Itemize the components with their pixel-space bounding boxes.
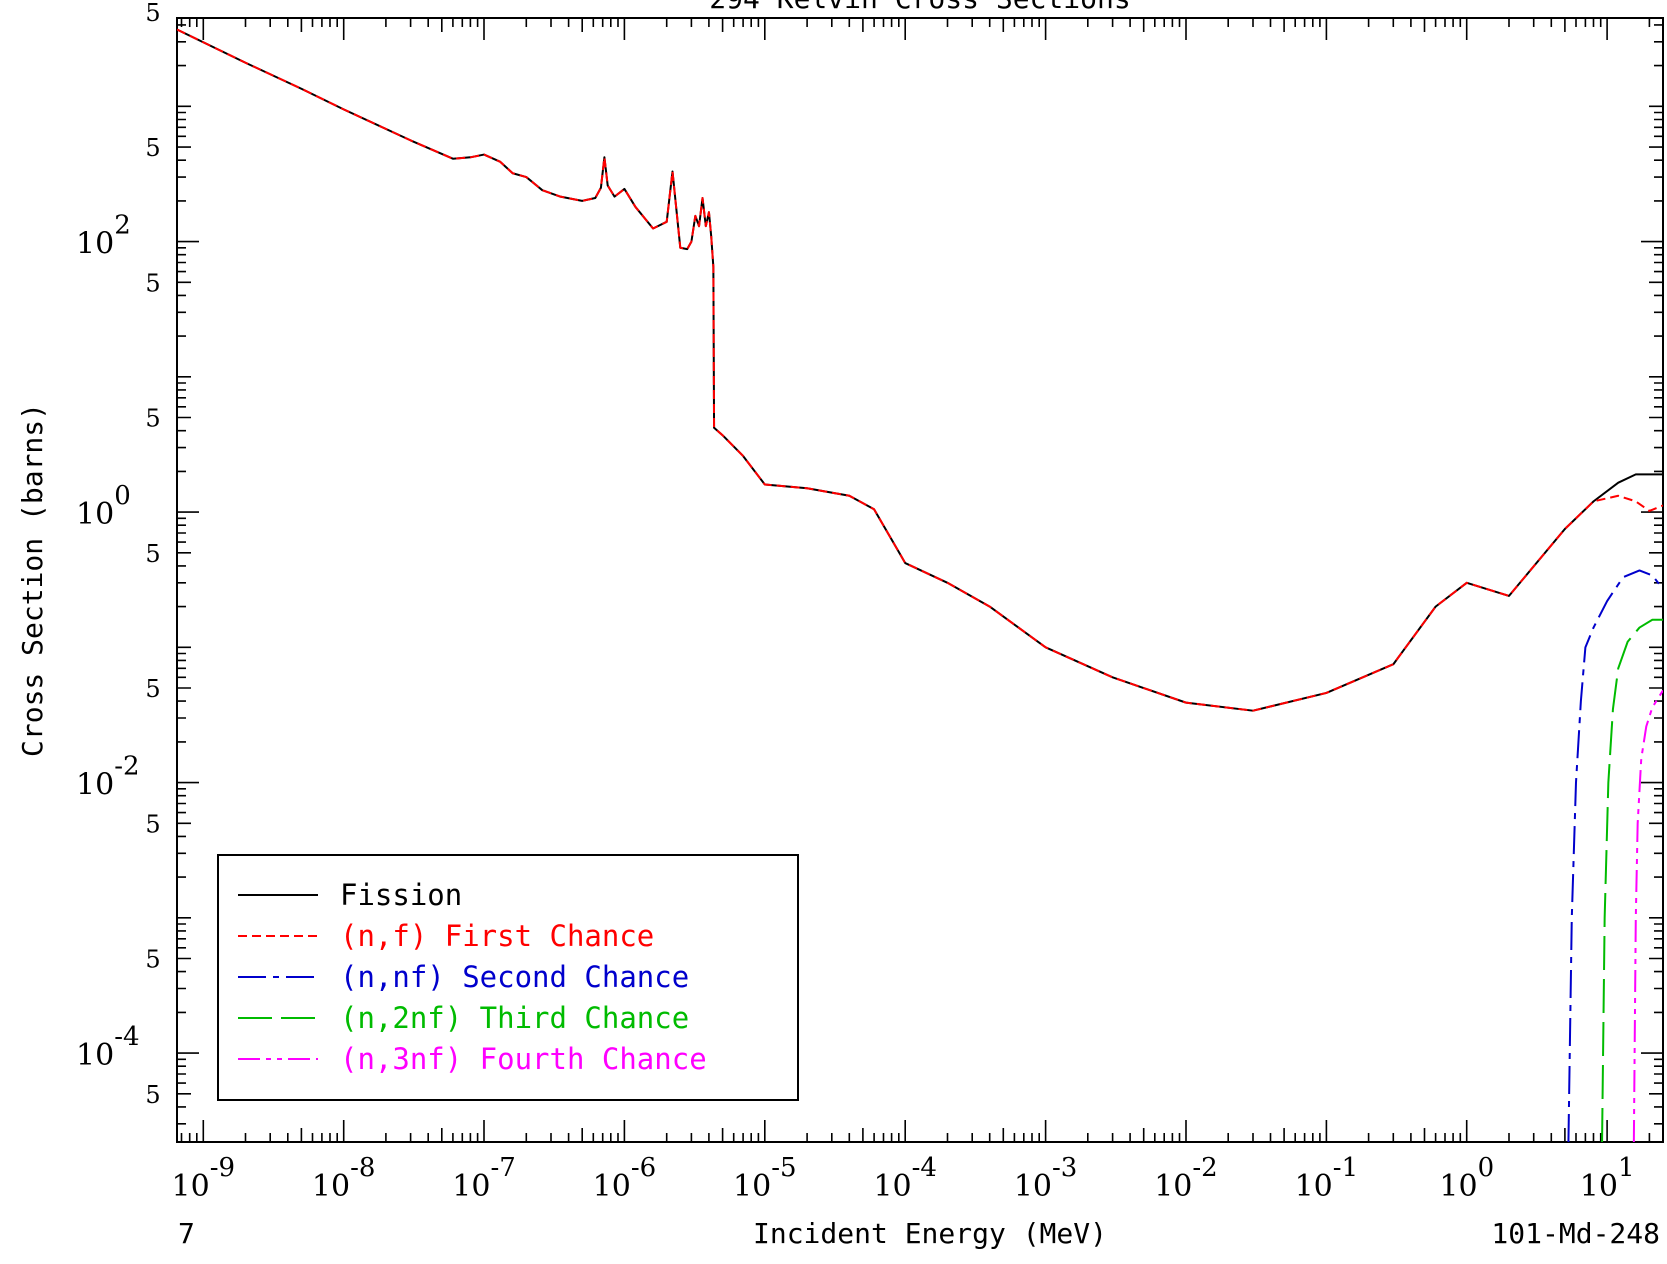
corner-label-left: 7	[178, 1217, 195, 1250]
series-line-0	[177, 28, 1663, 712]
material-label: 101-Md-248	[1491, 1217, 1660, 1250]
x-tick-label: 10-8	[312, 1153, 376, 1204]
legend: Fission (n,f) First Chance (n,nf) Second C…	[217, 854, 799, 1101]
y-minor-label: 5	[145, 134, 160, 162]
y-axis-label: Cross Section (barns)	[16, 403, 49, 757]
y-tick-label: 10-4	[76, 1022, 140, 1073]
legend-label: (n,3nf) Fourth Chance	[340, 1042, 707, 1076]
x-tick-label: 10-7	[452, 1153, 516, 1204]
x-axis-label: Incident Energy (MeV)	[753, 1217, 1107, 1250]
plot-frame	[176, 17, 1664, 1143]
x-tick-label: 10-3	[1014, 1153, 1078, 1204]
x-tick-label: 101	[1580, 1153, 1635, 1204]
series-line-2	[1567, 569, 1663, 1142]
legend-label: (n,nf) Second Chance	[340, 960, 689, 994]
y-minor-label: 5	[145, 405, 160, 433]
y-minor-label: 5	[145, 946, 160, 974]
tick-marks	[177, 18, 1663, 1142]
x-tick-label: 10-2	[1154, 1153, 1218, 1204]
x-tick-label: 10-5	[733, 1153, 797, 1204]
y-minor-label: 5	[145, 540, 160, 568]
x-tick-labels: 10-9 10-8 10-7 10-6 10-5 10-4 10-3 10-2 10-1 100 1…	[172, 1153, 1635, 1204]
x-tick-label: 100	[1439, 1153, 1494, 1204]
legend-label: Fission	[340, 878, 462, 912]
y-minor-label: 5	[145, 810, 160, 838]
y-tick-label: 102	[76, 211, 131, 262]
y-minor-labels: 5 5 5 5 5 5 5 5 5	[145, 0, 160, 1109]
series-line-3	[1601, 618, 1663, 1142]
y-minor-label: 5	[145, 1081, 160, 1109]
x-tick-label: 10-4	[873, 1153, 937, 1204]
axis-ticks	[177, 18, 1663, 1142]
x-tick-label: 10-1	[1295, 1153, 1359, 1204]
legend-label: (n,f) First Chance	[340, 919, 654, 953]
series-layer	[177, 28, 1663, 1142]
x-tick-label: 10-6	[593, 1153, 657, 1204]
chart-title: 294 Kelvin Cross Sections	[709, 0, 1130, 15]
legend-label: (n,2nf) Third Chance	[340, 1001, 689, 1035]
y-minor-label: 5	[145, 0, 160, 27]
series-line-1	[177, 28, 1663, 712]
y-tick-label: 10-2	[76, 752, 140, 803]
y-minor-label: 5	[145, 675, 160, 703]
y-minor-label: 5	[145, 269, 160, 297]
y-tick-label: 100	[76, 481, 131, 532]
y-tick-labels: 102 100 10-2 10-4	[76, 211, 140, 1073]
x-tick-label: 10-9	[172, 1153, 236, 1204]
